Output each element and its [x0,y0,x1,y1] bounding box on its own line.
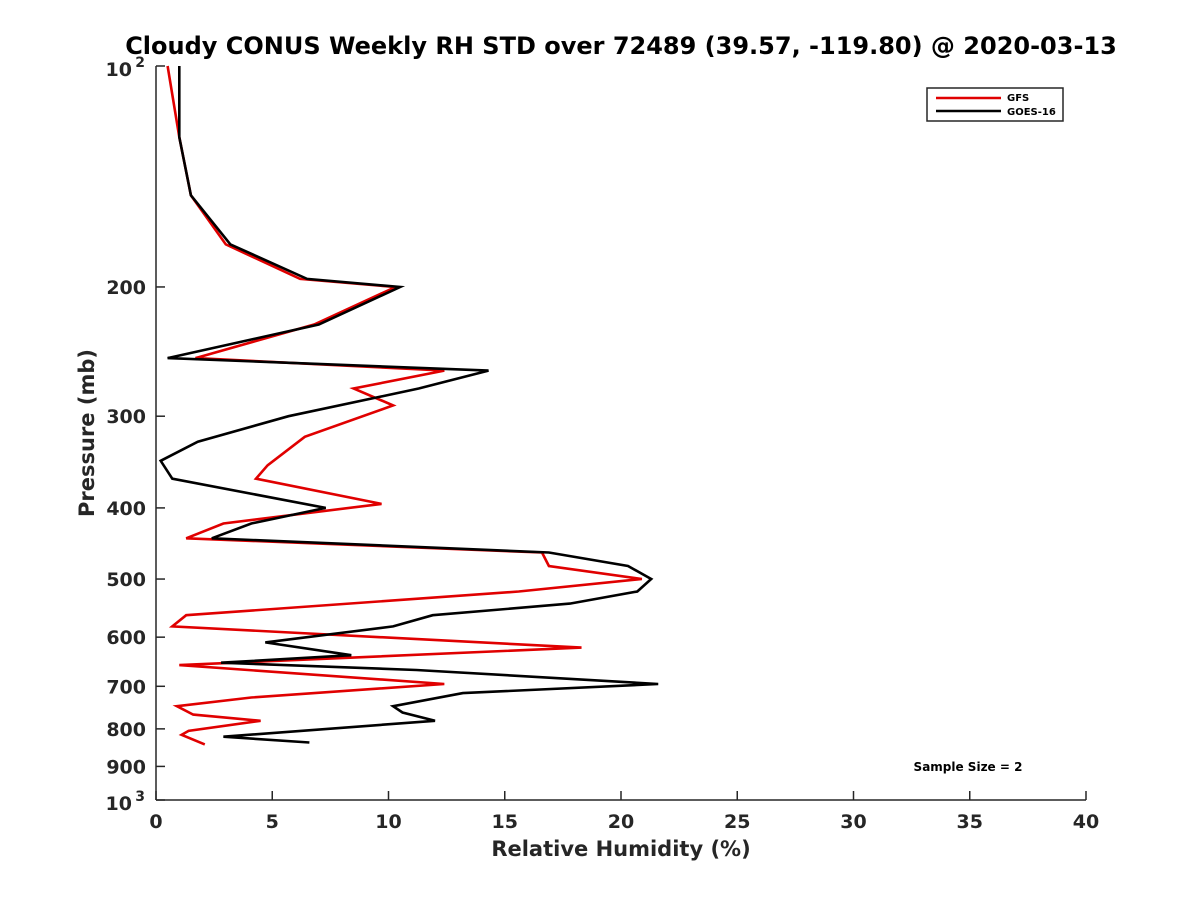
x-tick-label: 20 [608,811,634,833]
y-tick-label: 800 [106,719,146,741]
y-tick-label: 900 [106,756,146,778]
y-tick-label: 10 [106,793,132,815]
x-tick-label: 5 [266,811,279,833]
x-tick-label: 40 [1073,811,1099,833]
y-axis-label: Pressure (mb) [75,349,99,517]
y-tick-label: 600 [106,627,146,649]
series-line-goes16 [158,66,659,744]
x-tick-label: 10 [375,811,401,833]
y-tick-label-base: 10 [106,793,132,815]
legend: GFS GOES-16 [926,87,1064,122]
x-tick-label: 25 [724,811,750,833]
y-tick-label-exponent: 2 [135,55,145,71]
y-tick-label: 300 [106,406,146,428]
y-tick-label: 400 [106,498,146,520]
series-line-gfs [166,65,643,746]
y-tick-label: 200 [106,277,146,299]
x-ticks: 0 5 10 15 20 25 30 35 40 [149,791,1099,833]
x-tick-label: 15 [492,811,518,833]
x-tick-label: 35 [957,811,983,833]
y-tick-label: 700 [106,676,146,698]
sample-size-annotation: Sample Size = 2 [914,760,1023,774]
x-tick-label: 30 [840,811,866,833]
legend-label-gfs: GFS [1007,93,1029,104]
x-tick-label: 0 [149,811,162,833]
series-layer [158,65,659,746]
x-axis-label: Relative Humidity (%) [491,837,750,861]
legend-box [926,87,1064,122]
y-tick-label-exponent: 3 [135,789,145,805]
y-tick-label: 10 [106,59,132,81]
chart-title: Cloudy CONUS Weekly RH STD over 72489 (3… [125,32,1117,60]
y-tick-label-base: 10 [106,59,132,81]
y-tick-label: 500 [106,569,146,591]
legend-label-goes16: GOES-16 [1007,107,1056,118]
